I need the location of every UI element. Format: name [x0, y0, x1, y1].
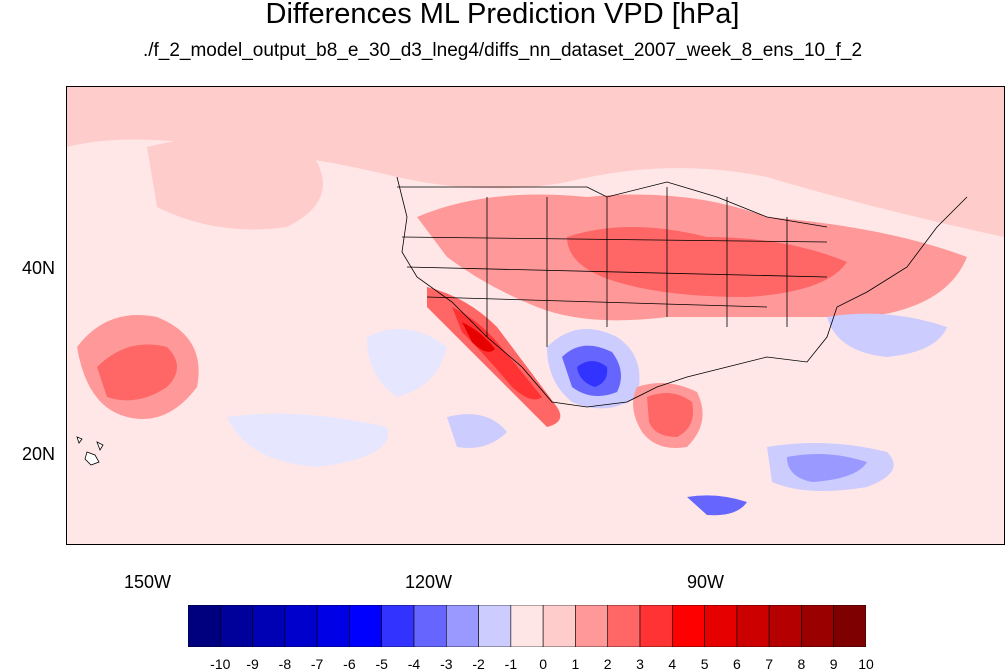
colorbar-tick-label: -1 [504, 656, 518, 672]
vpd-difference-field [67, 87, 1004, 516]
colorbar-tick-label: -7 [310, 656, 324, 672]
colorbar-tick-label: -8 [278, 656, 292, 672]
colorbar-tick-label: 5 [700, 656, 709, 672]
colorbar-swatch [801, 605, 835, 647]
colorbar-swatch [188, 605, 221, 647]
lon-label-120w: 120W [405, 572, 453, 592]
colorbar-tick-label: -3 [440, 656, 453, 672]
colorbar-swatch [575, 605, 609, 647]
colorbar-swatch [252, 605, 286, 647]
colorbar-tick-label: 4 [668, 656, 677, 672]
colorbar-tick-label: 7 [765, 656, 773, 672]
colorbar-tick-label: -4 [407, 656, 421, 672]
colorbar-swatch [639, 605, 673, 647]
colorbar-swatch [445, 605, 479, 647]
colorbar-tick-label: 6 [732, 656, 741, 672]
plot-title: Differences ML Prediction VPD [hPa] [265, 0, 740, 30]
colorbar-swatch [607, 605, 641, 647]
colorbar-tick-label: -6 [343, 656, 356, 672]
colorbar [188, 605, 866, 647]
colorbar-tick-label: 2 [603, 656, 612, 672]
colorbar-tick-label: 8 [797, 656, 806, 672]
colorbar-swatch [316, 605, 350, 647]
lon-label-150w: 150W [124, 572, 172, 592]
colorbar-swatch [768, 605, 802, 647]
plot-subtitle: ./f_2_model_output_b8_e_30_d3_lneg4/diff… [142, 40, 863, 61]
map-area [66, 86, 1005, 545]
colorbar-swatch [478, 605, 512, 647]
colorbar-tick-label: -9 [246, 656, 259, 672]
colorbar-swatch [349, 605, 383, 647]
colorbar-swatch [381, 605, 415, 647]
colorbar-swatch [413, 605, 447, 647]
colorbar-swatch [736, 605, 770, 647]
lon-label-90w: 90W [687, 572, 725, 592]
colorbar-swatch [671, 605, 705, 647]
colorbar-tick-label: -5 [375, 656, 388, 672]
colorbar-tick-label: 10 [858, 656, 874, 672]
colorbar-tick-label: 1 [571, 656, 580, 672]
colorbar-tick-label: 0 [539, 656, 547, 672]
colorbar-swatch [284, 605, 318, 647]
colorbar-swatch [833, 605, 866, 647]
colorbar-swatch [542, 605, 576, 647]
colorbar-swatch [219, 605, 253, 647]
colorbar-tick-label: -2 [472, 656, 485, 672]
colorbar-swatch [704, 605, 738, 647]
lat-label-20n: 20N [22, 444, 56, 464]
colorbar-swatch [510, 605, 544, 647]
colorbar-tick-label: -10 [210, 656, 231, 672]
colorbar-tick-label: 9 [829, 656, 838, 672]
colorbar-tick-label: 3 [636, 656, 644, 672]
lat-label-40n: 40N [22, 258, 56, 278]
